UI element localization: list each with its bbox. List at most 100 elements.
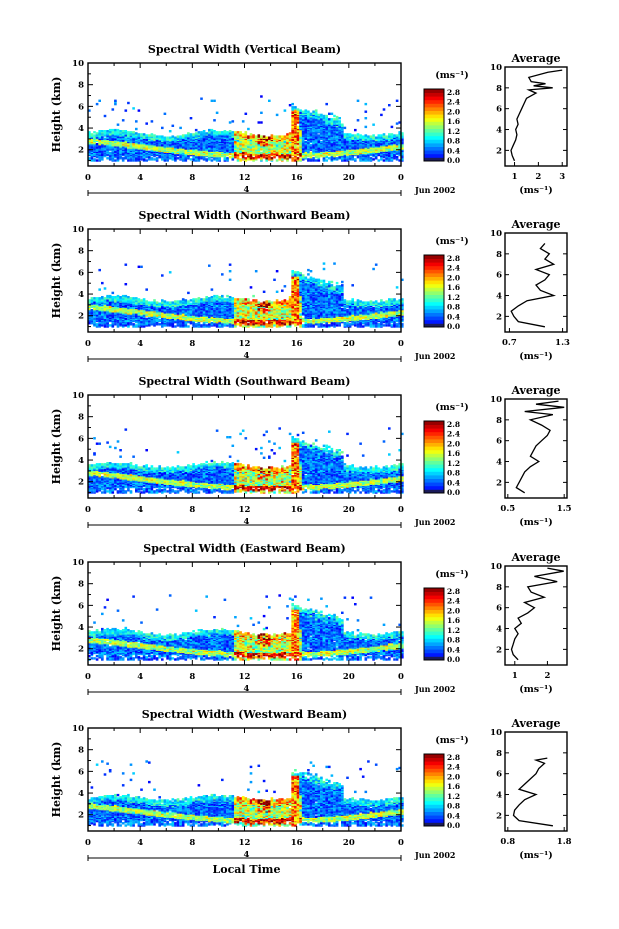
colorbar-tick-label: 0.8 [447, 802, 460, 811]
average-panel: Average 2 4 6 8 10 0.8 1.8 (ms⁻¹) [490, 717, 572, 861]
colorbar-segment [424, 424, 444, 429]
colorbar-segment [424, 815, 444, 820]
colorbar-segment [424, 449, 444, 454]
colorbar-segment [424, 99, 444, 104]
x-tick-label: 8 [189, 838, 195, 848]
colorbar-segment [424, 453, 444, 458]
heatmap-cells [88, 427, 404, 494]
colorbar-segment [424, 139, 444, 144]
y-tick-label: 4 [78, 789, 84, 799]
colorbar-segment [424, 110, 444, 115]
colorbar-tick-label: 0.0 [447, 156, 460, 165]
colorbar-segment [424, 460, 444, 465]
x-tick-label: 20 [343, 339, 355, 349]
heatmap-cells [88, 95, 404, 162]
panel-1: Spectral Width (Northward Beam) 2 4 6 8 10 0 4 8… [50, 209, 570, 362]
panel-title: Spectral Width (Westward Beam) [142, 708, 347, 721]
colorbar-segment [424, 439, 444, 443]
x-tick-label: 12 [239, 173, 251, 183]
colorbar-segment [424, 291, 444, 295]
colorbar-segment [424, 645, 444, 650]
colorbar-segment [424, 764, 444, 769]
y-axis-label: Height (km) [50, 77, 63, 153]
average-frame [504, 398, 568, 499]
y-tick-label: 8 [78, 580, 84, 590]
colorbar-segment [424, 287, 444, 292]
y-tick-label: 2 [78, 312, 84, 322]
x-tick-label: 0 [85, 505, 91, 515]
avg-y-tick-label: 2 [496, 645, 502, 655]
colorbar-segment [424, 793, 444, 798]
colorbar-tick-label: 1.6 [447, 782, 460, 791]
colorbar-segment [424, 128, 444, 133]
avg-y-tick-label: 6 [496, 437, 502, 447]
avg-y-tick-label: 4 [496, 625, 502, 635]
colorbar-tick-label: 2.0 [447, 107, 460, 116]
colorbar-segment [424, 280, 444, 285]
colorbar-unit: (ms⁻¹) [435, 70, 469, 81]
colorbar-segment [424, 323, 444, 328]
x-tick-label: 8 [189, 339, 195, 349]
colorbar-tick-label: 0.4 [447, 811, 460, 820]
x-tick-label: 4 [137, 838, 143, 848]
day-marker-label: 4 [244, 185, 250, 195]
colorbar-tick-label: 1.2 [447, 626, 460, 635]
colorbar-segment [424, 800, 444, 805]
colorbar-tick-label: 2.4 [447, 264, 460, 273]
y-tick-label: 6 [78, 434, 84, 444]
colorbar-tick-label: 0.0 [447, 655, 460, 664]
colorbar-tick-label: 2.8 [447, 753, 460, 762]
y-tick-label: 8 [78, 746, 84, 756]
avg-y-tick-label: 6 [496, 604, 502, 614]
panel-title: Spectral Width (Eastward Beam) [143, 542, 345, 555]
x-tick-label: 0 [85, 173, 91, 183]
colorbar-segment [424, 121, 444, 126]
colorbar-segment [424, 652, 444, 657]
y-tick-label: 6 [78, 102, 84, 112]
y-tick-label: 6 [78, 767, 84, 777]
panel-title: Spectral Width (Vertical Beam) [148, 43, 341, 56]
colorbar-segment [424, 464, 444, 469]
colorbar-segment [424, 305, 444, 310]
colorbar-tick-label: 1.6 [447, 616, 460, 625]
colorbar-tick-label: 1.6 [447, 117, 460, 126]
x-tick-label: 16 [291, 339, 303, 349]
heatmap-cells [88, 262, 404, 328]
x-tick-label: 8 [189, 505, 195, 515]
average-title: Average [510, 52, 560, 65]
avg-y-tick-label: 2 [496, 478, 502, 488]
colorbar-tick-label: 0.8 [447, 469, 460, 478]
colorbar: 0.00.40.81.21.62.02.42.8 (ms⁻¹) [423, 569, 469, 664]
colorbar-segment [424, 157, 444, 162]
average-profile-line [512, 757, 553, 827]
avg-x-tick-label: 1.5 [557, 504, 572, 514]
colorbar-segment [424, 624, 444, 628]
avg-y-tick-label: 6 [496, 105, 502, 115]
colorbar-segment [424, 92, 444, 97]
heatmap-cells [88, 760, 404, 827]
avg-x-tick-label: 0.5 [500, 504, 515, 514]
y-axis-label: Height (km) [50, 243, 63, 319]
colorbar-segment [424, 96, 444, 101]
colorbar-segment [424, 146, 444, 151]
y-tick-label: 4 [78, 456, 84, 466]
average-panel: Average 2 4 6 8 10 0.7 1.3(ms⁻¹) [490, 218, 570, 362]
x-tick-label: 8 [189, 173, 195, 183]
colorbar-tick-label: 0.4 [447, 146, 460, 155]
colorbar-tick-label: 0.0 [447, 322, 460, 331]
average-title: Average [510, 551, 560, 564]
colorbar-segment [424, 471, 444, 476]
x-tick-label: 12 [239, 505, 251, 515]
average-xlabel: (ms⁻¹) [519, 850, 553, 861]
avg-y-tick-label: 10 [490, 562, 502, 572]
x-tick-label: 4 [137, 339, 143, 349]
y-tick-label: 6 [78, 601, 84, 611]
colorbar-segment [424, 283, 444, 288]
x-tick-label: 12 [239, 339, 251, 349]
day-marker-label: 4 [244, 850, 250, 860]
colorbar-frame [423, 587, 445, 661]
colorbar-segment [424, 620, 444, 625]
x-tick-label: 0 [398, 505, 404, 515]
colorbar-segment [424, 467, 444, 472]
colorbar-segment [424, 294, 444, 299]
